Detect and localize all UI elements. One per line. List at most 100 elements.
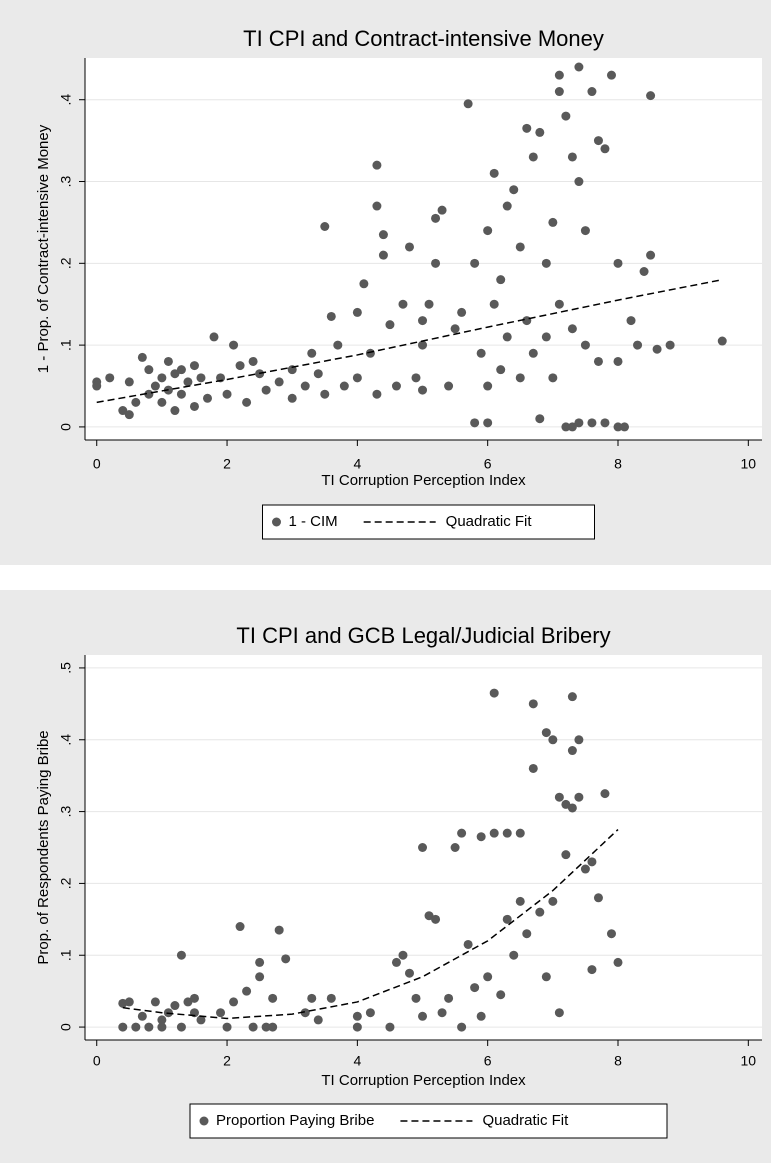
point [242, 397, 252, 407]
point [502, 828, 512, 838]
point [580, 340, 590, 350]
point [320, 389, 330, 399]
point [137, 352, 147, 362]
point [483, 226, 493, 236]
point [567, 803, 577, 813]
point [580, 864, 590, 874]
x-tick-label: 2 [223, 1053, 231, 1069]
point [483, 381, 493, 391]
point [502, 201, 512, 211]
point [554, 87, 564, 97]
point [600, 418, 610, 428]
point [541, 332, 551, 342]
y-tick-label: .4 [58, 734, 74, 746]
point [307, 993, 317, 1003]
point [587, 87, 597, 97]
point [613, 258, 623, 268]
point [372, 201, 382, 211]
point [444, 993, 454, 1003]
point [150, 381, 160, 391]
point [313, 369, 323, 379]
y-tick-label: 0 [58, 1023, 74, 1031]
legend-box [262, 504, 595, 540]
point [404, 242, 414, 252]
point [587, 418, 597, 428]
point [170, 369, 180, 379]
point [189, 993, 199, 1003]
point [593, 136, 603, 146]
point [313, 1015, 323, 1025]
point [587, 965, 597, 975]
point [274, 377, 284, 387]
x-tick-label: 8 [614, 1053, 622, 1069]
x-tick-label: 0 [93, 456, 101, 472]
point [235, 922, 245, 932]
point [437, 1008, 447, 1018]
point [352, 373, 362, 383]
point [548, 217, 558, 227]
point [574, 177, 584, 187]
point [411, 993, 421, 1003]
point [567, 746, 577, 756]
point [124, 377, 134, 387]
point [320, 222, 330, 232]
fit-line [122, 828, 619, 1020]
point [450, 324, 460, 334]
point [593, 356, 603, 366]
point [202, 393, 212, 403]
point [255, 972, 265, 982]
point [554, 1008, 564, 1018]
point [463, 99, 473, 109]
point [554, 792, 564, 802]
point [470, 258, 480, 268]
point [131, 397, 141, 407]
point [222, 1022, 232, 1032]
point [163, 356, 173, 366]
point [483, 972, 493, 982]
point [248, 356, 258, 366]
point [489, 168, 499, 178]
point [365, 1008, 375, 1018]
point [502, 332, 512, 342]
point [300, 381, 310, 391]
point [242, 986, 252, 996]
point [431, 213, 441, 223]
point [339, 381, 349, 391]
point [496, 365, 506, 375]
legend-label: 1 - CIM [289, 513, 338, 530]
y-axis-title: Prop. of Respondents Paying Bribe [35, 730, 52, 964]
point [176, 389, 186, 399]
legend-label: Proportion Paying Bribe [216, 1112, 374, 1129]
point [567, 422, 577, 432]
point [418, 385, 428, 395]
point [248, 1022, 258, 1032]
point [574, 418, 584, 428]
x-tick-label: 10 [741, 1053, 757, 1069]
point [613, 957, 623, 967]
point [561, 850, 571, 860]
point [391, 381, 401, 391]
point [652, 344, 662, 354]
point [157, 373, 167, 383]
point [606, 70, 616, 80]
fit-line [96, 278, 723, 404]
point [189, 361, 199, 371]
point [385, 1022, 395, 1032]
point [365, 348, 375, 358]
point [476, 832, 486, 842]
point [307, 348, 317, 358]
point [548, 896, 558, 906]
point [261, 385, 271, 395]
point [157, 1015, 167, 1025]
point [170, 406, 180, 416]
point [489, 299, 499, 309]
x-tick-label: 4 [353, 1053, 361, 1069]
point [398, 950, 408, 960]
point [463, 939, 473, 949]
point [157, 1022, 167, 1032]
point [255, 957, 265, 967]
point [574, 735, 584, 745]
point [528, 348, 538, 358]
point [548, 735, 558, 745]
